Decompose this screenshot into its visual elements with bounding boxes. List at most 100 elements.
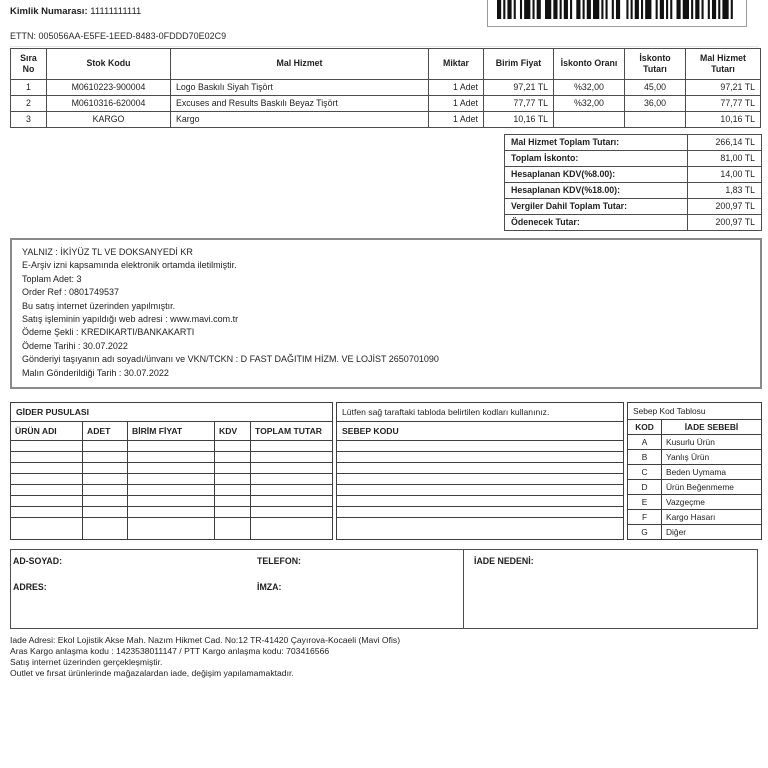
- col-birim-fiyat: Birim Fiyat: [483, 48, 554, 80]
- empty-cell: [214, 439, 251, 452]
- cell-birim: 10,16 TL: [483, 110, 554, 128]
- reason-label: Vazgeçme: [661, 493, 762, 510]
- empty-cell: [336, 494, 624, 507]
- empty-cell: [250, 483, 333, 496]
- empty-cell: [82, 483, 128, 496]
- cell-miktar: 1 Adet: [428, 94, 484, 112]
- sebep-kodu-table: Lütfen sağ taraftaki tabloda belirtilen …: [336, 401, 624, 540]
- empty-row: [336, 494, 624, 507]
- adres-field: ADRES:: [13, 581, 47, 592]
- footer-return-address: Iade Adresi: Ekol Lojistik Akse Mah. Naz…: [10, 634, 401, 645]
- cell-isk-tutar: [624, 110, 686, 128]
- iade-nedeni-field: İADE NEDENİ:: [474, 555, 534, 566]
- empty-cell: [336, 472, 624, 485]
- customer-return-box: AD-SOYAD: ADRES: TELEFON: İMZA: İADE NED…: [10, 548, 762, 629]
- total-label: Mal Hizmet Toplam Tutarı:: [504, 133, 688, 151]
- total-label: Ödenecek Tutar:: [504, 213, 688, 231]
- ad-soyad-field: AD-SOYAD:: [13, 555, 63, 566]
- list-item: G Diğer: [627, 523, 762, 540]
- col-toplam-tutar: TOPLAM TUTAR: [250, 420, 333, 441]
- gider-pusulasi-table: GİDER PUSULASI ÜRÜN ADI ADET BİRİM FİYAT…: [10, 401, 333, 540]
- kimlik-line: Kimlik Numarası: 11111111111: [10, 6, 758, 17]
- total-value: 14,00 TL: [687, 165, 762, 183]
- table-row: 2 M0610316-620004 Excuses and Results Ba…: [10, 94, 761, 112]
- header-separator: [10, 46, 758, 47]
- cell-sira: 1: [10, 78, 47, 96]
- empty-cell: [336, 439, 624, 452]
- totals-row: Toplam İskonto: 81,00 TL: [504, 149, 762, 167]
- empty-cell: [214, 461, 251, 474]
- cell-tutar: 77,77 TL: [685, 94, 761, 112]
- return-forms-section: GİDER PUSULASI ÜRÜN ADI ADET BİRİM FİYAT…: [10, 401, 762, 540]
- sebep-kodu-instruction: Lütfen sağ taraftaki tabloda belirtilen …: [336, 401, 624, 422]
- empty-cell: [250, 516, 333, 540]
- total-value: 200,97 TL: [687, 213, 762, 231]
- empty-cell: [82, 461, 128, 474]
- total-label: Vergiler Dahil Toplam Tutar:: [504, 197, 688, 215]
- footer-internet-sale: Satış internet üzerinden gerçekleşmiştir…: [10, 656, 163, 667]
- invoice-footer: Iade Adresi: Ekol Lojistik Akse Mah. Naz…: [10, 635, 758, 679]
- ettn-line: ETTN: 005056AA-E5FE-1EED-8483-0FDDD70E02…: [10, 31, 227, 41]
- cell-tutar: 10,16 TL: [685, 110, 761, 128]
- totals-row: Ödenecek Tutar: 200,97 TL: [504, 213, 762, 231]
- col-urun-adi: ÜRÜN ADI: [10, 420, 83, 441]
- col-stok-kodu: Stok Kodu: [46, 48, 171, 80]
- sebep-kodu-header: SEBEP KODU: [336, 420, 624, 441]
- list-item: B Yanlış Ürün: [627, 448, 762, 465]
- empty-cell: [82, 439, 128, 452]
- empty-cell: [82, 494, 128, 507]
- kimlik-value: 11111111111: [90, 6, 142, 17]
- customer-info-area: AD-SOYAD: ADRES: TELEFON: İMZA:: [10, 548, 463, 629]
- sebep-tablosu-header-row: KOD İADE SEBEBİ: [627, 418, 762, 435]
- empty-cell: [82, 450, 128, 463]
- total-value: 266,14 TL: [687, 133, 762, 151]
- empty-cell: [127, 450, 215, 463]
- reason-label: Beden Uymama: [661, 463, 762, 480]
- reason-label: Diğer: [661, 523, 762, 540]
- cell-birim: 97,21 TL: [483, 78, 554, 96]
- reason-label: Kusurlu Ürün: [661, 433, 762, 450]
- gider-title: GİDER PUSULASI: [10, 401, 333, 422]
- empty-cell: [336, 483, 624, 496]
- barcode-icon: [497, 0, 733, 19]
- cell-stok: M0610316-620004: [46, 94, 171, 112]
- phone-signature-column: TELEFON: İMZA:: [257, 556, 461, 628]
- reason-code: D: [627, 478, 662, 495]
- cell-stok: M0610223-900004: [46, 78, 171, 96]
- col-kdv: KDV: [214, 420, 251, 441]
- cell-sira: 2: [10, 94, 47, 112]
- col-miktar: Miktar: [428, 48, 484, 80]
- note-earsiv: E-Arşiv izni kapsamında elektronik ortam…: [22, 260, 237, 271]
- empty-cell: [127, 505, 215, 518]
- empty-row: [336, 472, 624, 485]
- sebep-kod-tablosu: Sebep Kod Tablosu KOD İADE SEBEBİ A Kusur…: [627, 401, 762, 540]
- empty-row: [10, 494, 333, 507]
- empty-row: [10, 439, 333, 452]
- total-label: Hesaplanan KDV(%18.00):: [504, 181, 688, 199]
- reason-label: Yanlış Ürün: [661, 448, 762, 465]
- cell-mal: Logo Baskılı Siyah Tişört: [170, 78, 429, 96]
- imza-field: İMZA:: [257, 581, 282, 592]
- note-payment-date: Ödeme Tarihi : 30.07.2022: [22, 340, 128, 351]
- col-mal-hizmet: Mal Hizmet: [170, 48, 429, 80]
- table-row: 3 KARGO Kargo 1 Adet 10,16 TL 10,16 TL: [10, 110, 761, 128]
- name-address-column: AD-SOYAD: ADRES:: [13, 556, 257, 628]
- empty-cell: [10, 461, 83, 474]
- cell-isk-tutar: 36,00: [624, 94, 686, 112]
- cell-birim: 77,77 TL: [483, 94, 554, 112]
- col-sira-no: Sıra No: [10, 48, 47, 80]
- empty-cell: [214, 516, 251, 540]
- empty-row: [10, 461, 333, 474]
- empty-row: [10, 505, 333, 518]
- empty-cell: [214, 450, 251, 463]
- empty-cell: [127, 472, 215, 485]
- empty-row: [10, 450, 333, 463]
- empty-cell: [214, 505, 251, 518]
- list-item: D Ürün Beğenmeme: [627, 478, 762, 495]
- empty-cell: [336, 461, 624, 474]
- col-iskonto-orani: İskonto Oranı: [553, 48, 625, 80]
- cell-isk-oran: %32,00: [553, 78, 625, 96]
- empty-row: [336, 450, 624, 463]
- cell-sira: 3: [10, 110, 47, 128]
